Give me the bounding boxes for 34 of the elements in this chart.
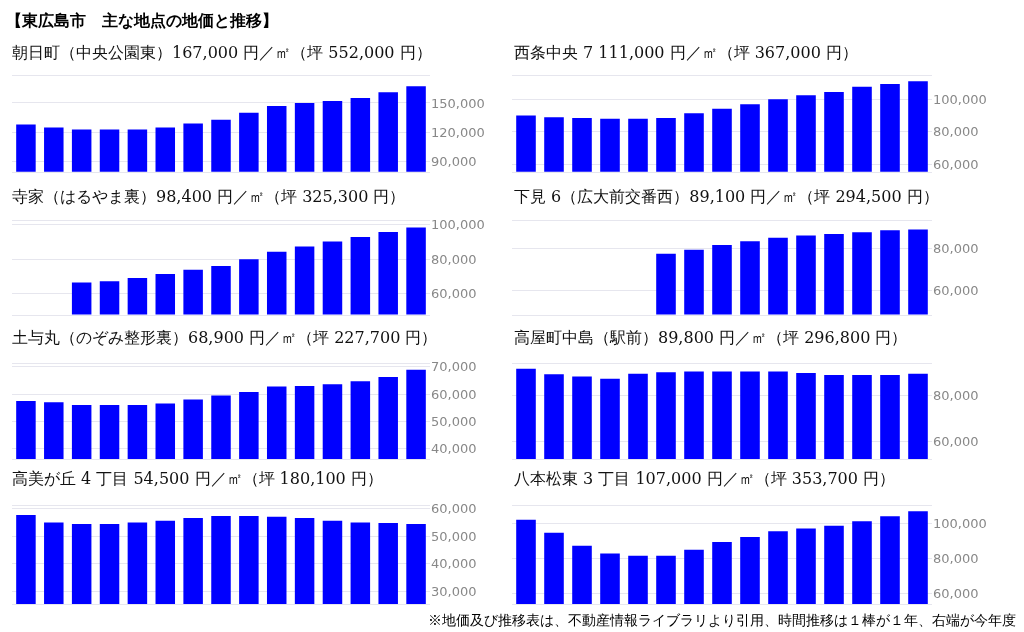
y-tick-label: 100,000 [431,217,485,233]
y-tick-label: 100,000 [933,91,987,107]
y-tick-label: 80,000 [933,124,979,140]
y-tick-label: 80,000 [933,551,979,567]
y-tick-label: 100,000 [933,516,987,532]
y-tick-label: 60,000 [431,286,477,302]
chart-title: 高美が丘 4 丁目 54,500 円／㎡（坪 180,100 円） [12,469,383,488]
chart-title: 寺家（はるやま裏）98,400 円／㎡（坪 325,300 円） [12,187,406,206]
text: ※地価及び推移表は、不動産情報ライブラリより引用、時間推移は１棒が１年、右端が今年度 [428,612,1016,628]
chart-title: 高屋町中島（駅前）89,800 円／㎡（坪 296,800 円） [514,328,908,347]
y-tick-label: 60,000 [933,283,979,299]
y-tick-label: 60,000 [431,501,477,517]
y-tick-label: 60,000 [933,586,979,602]
chart-title: 八本松東 3 丁目 107,000 円／㎡（坪 353,700 円） [514,469,896,488]
y-tick-label: 80,000 [933,388,979,404]
y-tick-label: 120,000 [431,124,485,140]
y-tick-label: 80,000 [933,241,979,257]
y-tick-label: 60,000 [431,386,477,402]
chart-title: 西条中央 7 111,000 円／㎡（坪 367,000 円） [514,43,858,62]
y-tick-label: 80,000 [431,251,477,267]
y-tick-label: 60,000 [933,433,979,449]
text: 【東広島市 主な地点の地価と推移】 [6,11,278,30]
y-tick-label: 50,000 [431,528,477,544]
y-tick-label: 40,000 [431,556,477,572]
chart-title: 土与丸（のぞみ整形裏）68,900 円／㎡（坪 227,700 円） [12,328,438,347]
y-tick-label: 60,000 [933,157,979,173]
y-tick-label: 50,000 [431,413,477,429]
chart-title: 下見 6（広大前交番西）89,100 円／㎡（坪 294,500 円） [514,187,939,206]
y-tick-label: 150,000 [431,95,485,111]
y-tick-label: 40,000 [431,441,477,457]
y-tick-label: 90,000 [431,154,477,170]
y-tick-label: 70,000 [431,359,477,375]
y-tick-label: 30,000 [431,583,477,599]
chart-title: 朝日町（中央公園東）167,000 円／㎡（坪 552,000 円） [12,43,432,62]
